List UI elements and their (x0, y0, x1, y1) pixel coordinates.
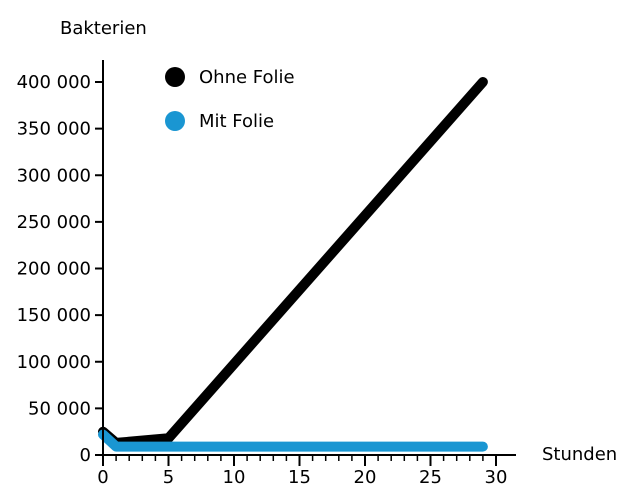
y-axis-title: Bakterien (60, 18, 147, 39)
y-tick-label: 300 000 (17, 165, 91, 186)
legend-label-0: Ohne Folie (199, 67, 295, 88)
x-tick-label: 0 (97, 467, 108, 487)
legend: Ohne Folie Mit Folie (165, 67, 295, 132)
x-tick-label: 15 (288, 467, 311, 487)
y-tick-label: 250 000 (17, 212, 91, 233)
y-tick-label: 350 000 (17, 119, 91, 140)
legend-label-1: Mit Folie (199, 111, 274, 132)
series-line-0 (98, 77, 488, 448)
x-tick-label: 30 (485, 467, 508, 487)
x-tick-label: 20 (354, 467, 377, 487)
y-tick-label: 100 000 (17, 352, 91, 373)
y-tick-label: 200 000 (17, 259, 91, 280)
y-tick-label: 0 (80, 445, 91, 466)
x-tick-label: 25 (419, 467, 442, 487)
y-tick-label: 50 000 (28, 398, 91, 419)
y-tick-label: 150 000 (17, 305, 91, 326)
x-tick-label: 5 (163, 467, 174, 487)
y-tick-label: 400 000 (17, 72, 91, 93)
series-layer (98, 77, 488, 452)
axes-layer: 0 50 000 100 000 150 000 200 000 250 000 300 0… (17, 60, 516, 487)
x-tick-label: 10 (223, 467, 246, 487)
series-line-1 (98, 429, 488, 452)
x-axis-title: Stunden (542, 444, 617, 465)
legend-marker-0 (165, 67, 185, 87)
legend-marker-1 (165, 111, 185, 131)
